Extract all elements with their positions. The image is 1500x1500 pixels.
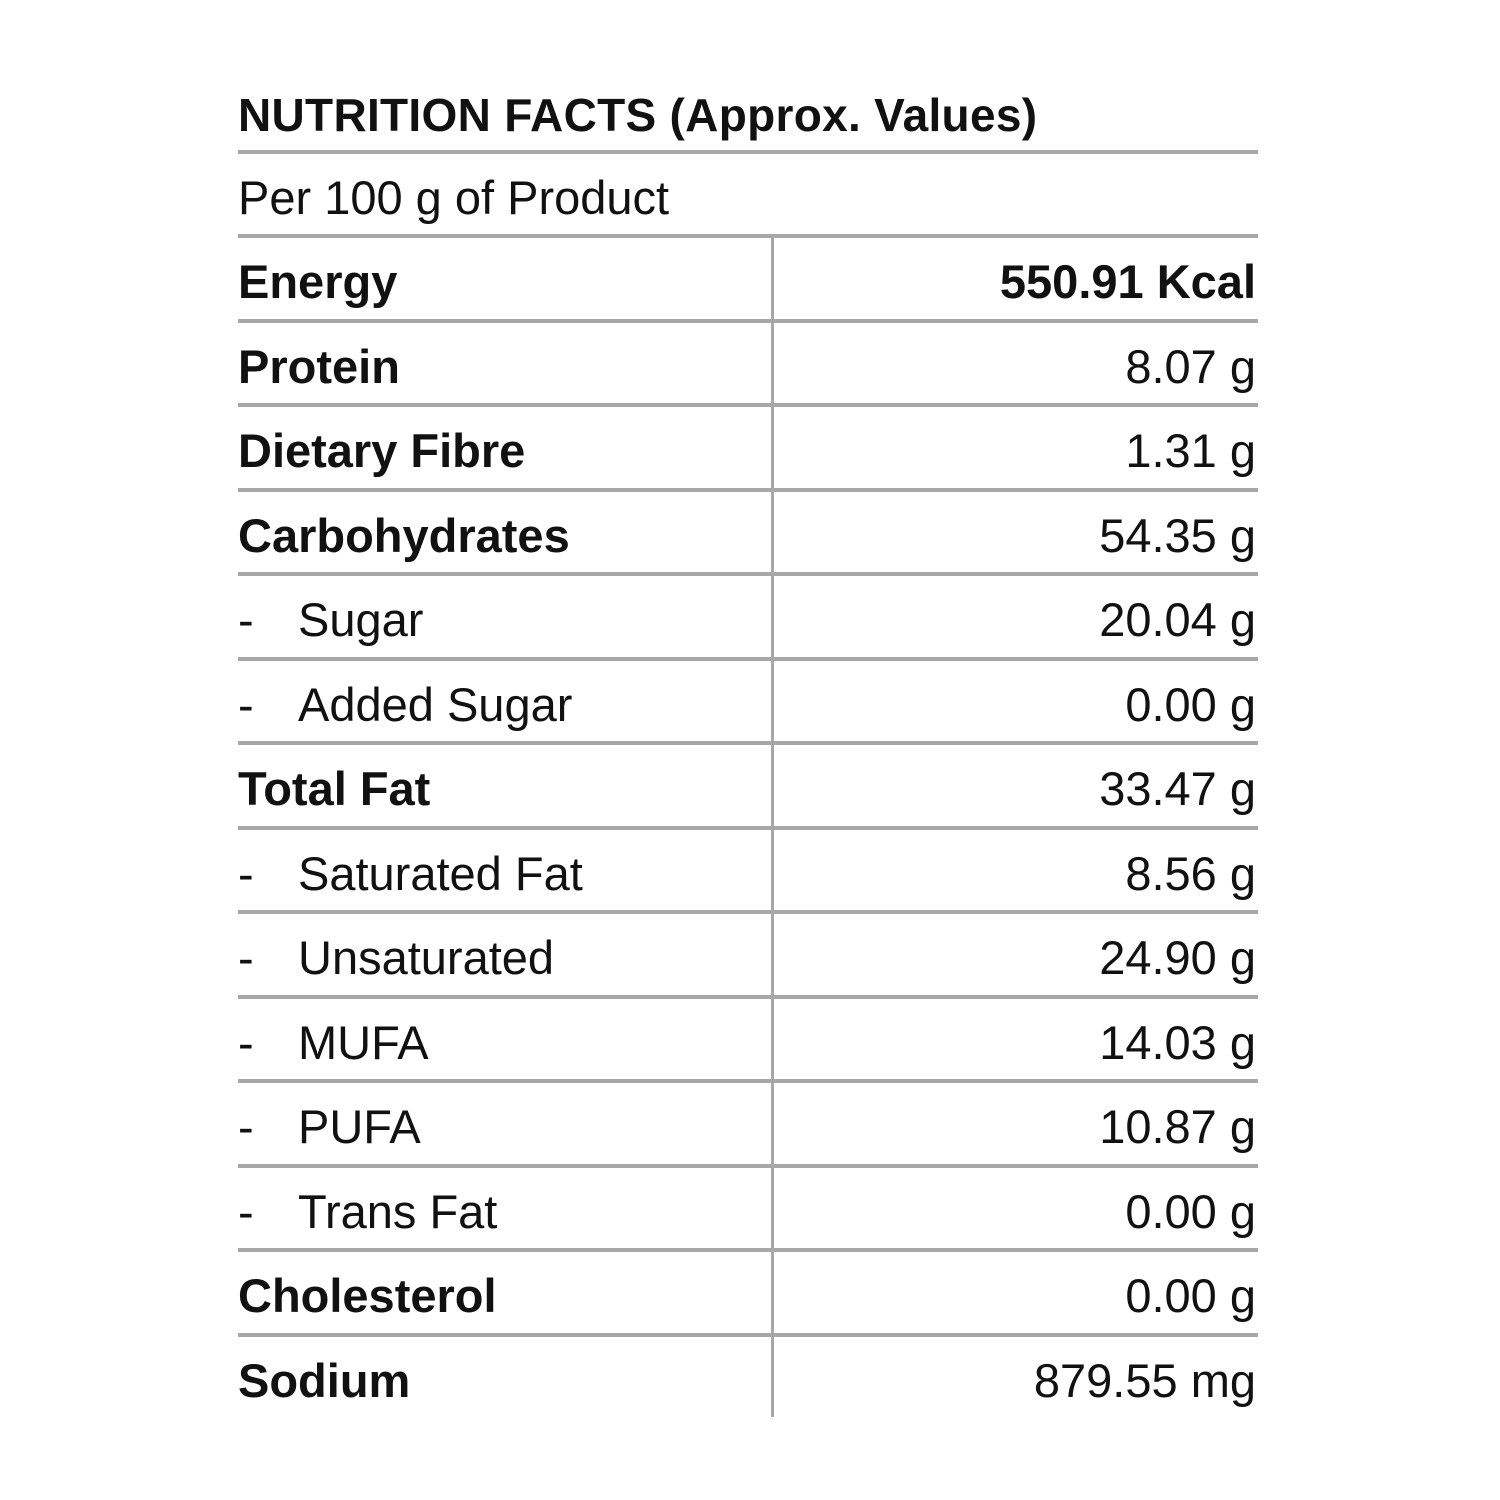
nutrient-name: Protein	[238, 339, 400, 393]
column-divider	[771, 1336, 774, 1417]
nutrient-row: Sodium 879.55 mg	[238, 1336, 1258, 1417]
nutrient-name: Total Fat	[238, 762, 431, 815]
nutrient-row: Dietary Fibre 1.31 g	[238, 407, 1258, 492]
sub-item-dash: -	[238, 677, 254, 731]
nutrient-name: Unsaturated	[298, 931, 555, 984]
nutrient-value: 8.56 g	[1125, 846, 1256, 900]
column-divider	[771, 407, 774, 488]
nutrient-row: - Sugar 20.04 g	[238, 576, 1258, 661]
column-divider	[771, 491, 774, 572]
column-divider	[771, 829, 774, 910]
nutrient-name: Trans Fat	[298, 1184, 498, 1238]
nutrient-name: Sodium	[238, 1353, 411, 1407]
nutrient-row: - Trans Fat 0.00 g	[238, 1167, 1258, 1252]
sub-item-dash: -	[238, 846, 254, 900]
nutrition-facts-panel: NUTRITION FACTS (Approx. Values) Per 100…	[238, 80, 1258, 1417]
nutrient-value: 20.04 g	[1099, 593, 1256, 646]
nutrient-name: Sugar	[298, 593, 424, 646]
nutrient-name: PUFA	[298, 1100, 421, 1153]
nutrient-label: - Unsaturated	[238, 914, 554, 994]
nutrient-value: 54.35 g	[1099, 508, 1256, 562]
nutrient-value: 24.90 g	[1099, 931, 1256, 984]
column-divider	[771, 1252, 774, 1333]
nutrient-row: Total Fat 33.47 g	[238, 745, 1258, 830]
nutrition-title: NUTRITION FACTS (Approx. Values)	[238, 80, 1258, 154]
nutrient-label: Total Fat	[238, 745, 430, 825]
nutrient-label: Energy	[238, 238, 397, 318]
nutrient-label: - Added Sugar	[238, 661, 572, 741]
nutrient-row: - Added Sugar 0.00 g	[238, 660, 1258, 745]
column-divider	[771, 238, 774, 319]
nutrition-table: Energy 550.91 Kcal Protein 8.07 g Dietary Fi…	[238, 238, 1258, 1417]
nutrient-label: - Sugar	[238, 576, 423, 656]
nutrient-row: Cholesterol 0.00 g	[238, 1252, 1258, 1337]
nutrient-row: Carbohydrates 54.35 g	[238, 491, 1258, 576]
nutrient-value: 879.55 mg	[1033, 1353, 1256, 1407]
nutrient-row: Energy 550.91 Kcal	[238, 238, 1258, 323]
nutrient-row: Protein 8.07 g	[238, 322, 1258, 407]
nutrient-row: - PUFA 10.87 g	[238, 1083, 1258, 1168]
nutrient-value: 8.07 g	[1125, 339, 1256, 393]
nutrient-value: 550.91 Kcal	[999, 255, 1256, 308]
nutrient-row: - MUFA 14.03 g	[238, 998, 1258, 1083]
sub-item-dash: -	[238, 1100, 254, 1153]
nutrient-name: Cholesterol	[238, 1269, 497, 1322]
nutrient-value: 0.00 g	[1125, 1269, 1256, 1322]
nutrient-label: - PUFA	[238, 1083, 421, 1163]
nutrient-value: 33.47 g	[1099, 762, 1256, 815]
nutrient-label: Protein	[238, 323, 400, 403]
nutrient-row: - Saturated Fat 8.56 g	[238, 829, 1258, 914]
sub-item-dash: -	[238, 1184, 254, 1238]
column-divider	[771, 322, 774, 403]
nutrient-label: - Trans Fat	[238, 1168, 497, 1248]
nutrient-value: 10.87 g	[1099, 1100, 1256, 1153]
column-divider	[771, 576, 774, 657]
nutrient-name: Dietary Fibre	[238, 424, 526, 477]
nutrient-label: Dietary Fibre	[238, 407, 525, 487]
nutrient-name: MUFA	[298, 1015, 429, 1069]
nutrient-value: 0.00 g	[1125, 1184, 1256, 1238]
sub-item-dash: -	[238, 931, 254, 984]
nutrient-label: - MUFA	[238, 999, 429, 1079]
nutrient-value: 14.03 g	[1099, 1015, 1256, 1069]
nutrient-label: Sodium	[238, 1337, 410, 1417]
nutrient-label: Carbohydrates	[238, 492, 570, 572]
nutrient-row: - Unsaturated 24.90 g	[238, 914, 1258, 999]
nutrient-value: 1.31 g	[1125, 424, 1256, 477]
sub-item-dash: -	[238, 1015, 254, 1069]
nutrient-name: Saturated Fat	[298, 846, 583, 900]
column-divider	[771, 745, 774, 826]
nutrient-name: Added Sugar	[298, 677, 573, 731]
nutrient-label: - Saturated Fat	[238, 830, 583, 910]
nutrient-value: 0.00 g	[1125, 677, 1256, 731]
column-divider	[771, 660, 774, 741]
serving-size-line: Per 100 g of Product	[238, 154, 1258, 238]
sub-item-dash: -	[238, 593, 254, 646]
column-divider	[771, 914, 774, 995]
nutrient-name: Carbohydrates	[238, 508, 570, 562]
column-divider	[771, 1083, 774, 1164]
column-divider	[771, 1167, 774, 1248]
nutrient-name: Energy	[238, 255, 398, 308]
nutrient-label: Cholesterol	[238, 1252, 497, 1332]
column-divider	[771, 998, 774, 1079]
